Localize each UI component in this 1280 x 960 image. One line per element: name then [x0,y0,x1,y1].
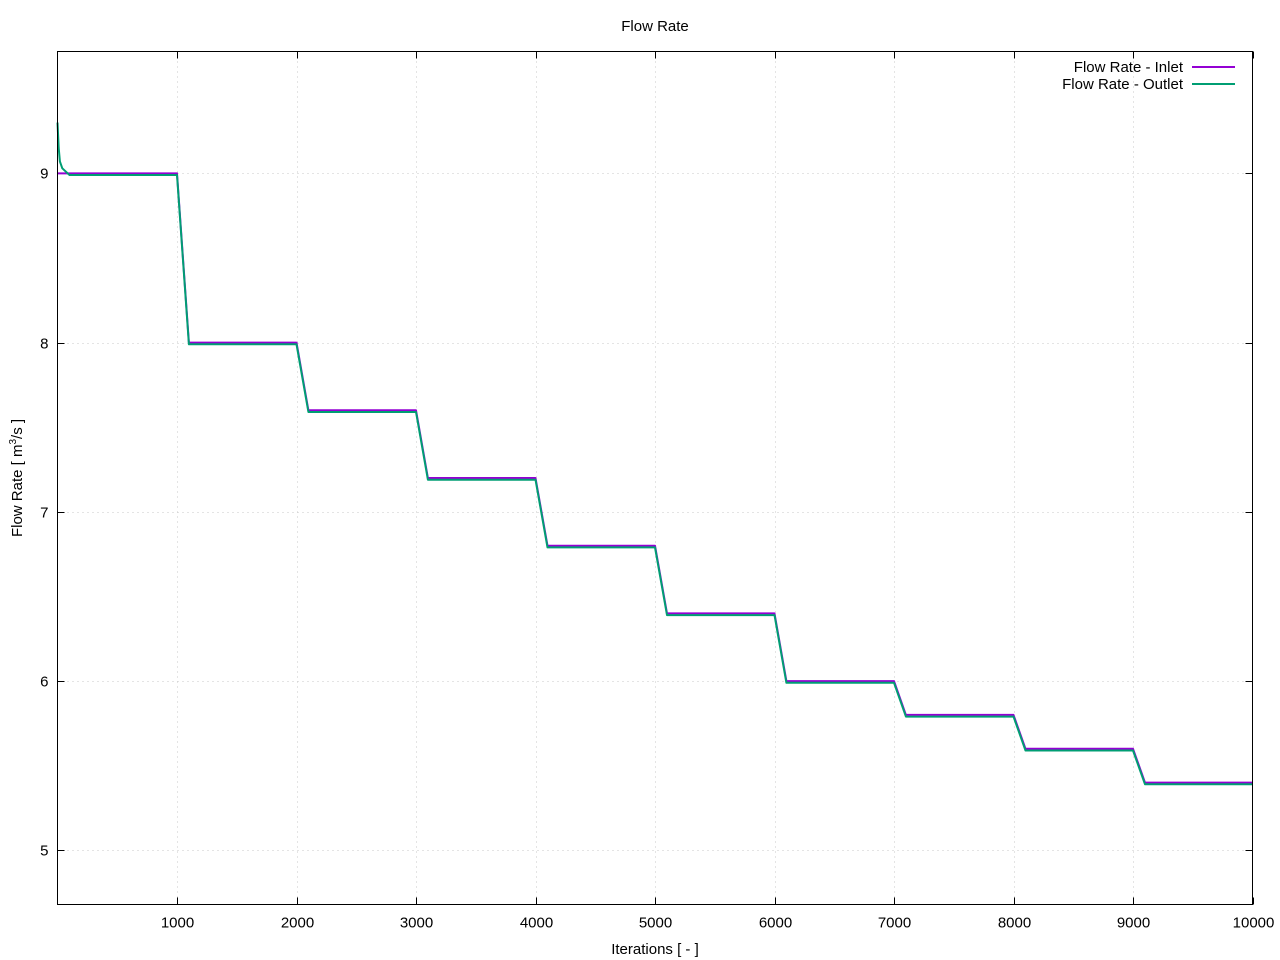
plot-border [57,51,1253,905]
x-tick-label: 2000 [281,915,314,932]
y-axis-label: Flow Rate [ m3/s ] [8,419,26,537]
y-axis-label-superscript: 3 [8,439,19,445]
legend-label-1: Flow Rate - Inlet [1074,59,1184,76]
x-tick-label: 8000 [998,915,1031,932]
y-tick-label: 5 [40,843,48,860]
x-tick-label: 10000 [1233,915,1275,932]
grid-lines [57,51,1253,905]
axis-ticks [57,51,1254,905]
axis-tick-labels: 1000 2000 3000 4000 5000 6000 7000 8000 9000 1000… [40,166,1274,932]
y-axis-label-prefix: Flow Rate [ m [9,445,26,538]
x-tick-label: 4000 [520,915,553,932]
chart-title: Flow Rate [621,18,689,35]
y-tick-label: 9 [40,166,48,183]
y-tick-label: 8 [40,336,48,353]
series-line-2 [56,122,1253,786]
x-axis-label: Iterations [ - ] [611,941,699,958]
legend-label-2: Flow Rate - Outlet [1062,76,1184,93]
x-tick-label: 7000 [878,915,911,932]
y-tick-label: 7 [40,505,48,522]
y-axis-label-suffix: /s ] [9,419,26,439]
series-lines [56,122,1253,786]
x-tick-label: 9000 [1117,915,1150,932]
x-tick-label: 1000 [161,915,194,932]
x-tick-label: 5000 [639,915,672,932]
x-tick-label: 6000 [759,915,792,932]
x-tick-label: 3000 [400,915,433,932]
y-tick-label: 6 [40,674,48,691]
